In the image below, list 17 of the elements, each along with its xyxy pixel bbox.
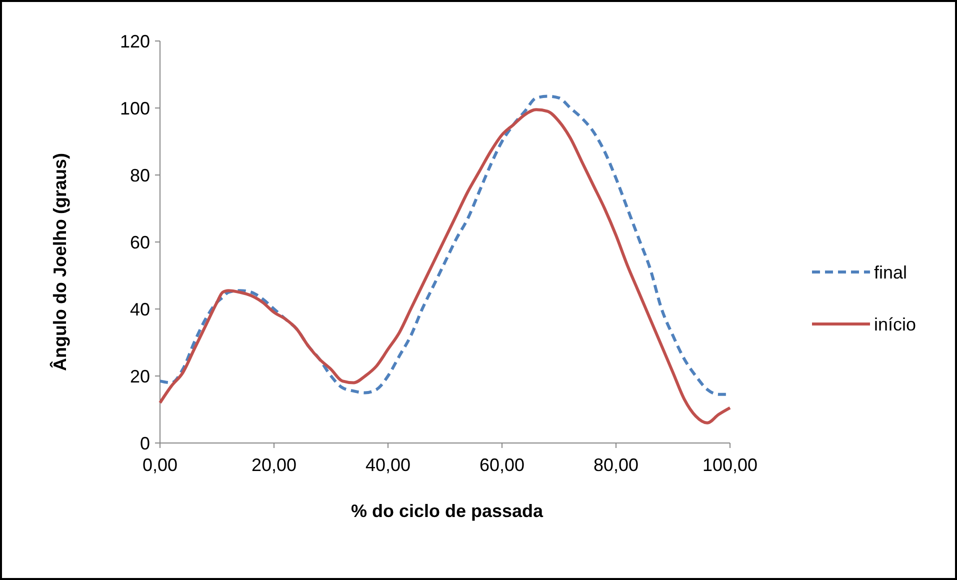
x-tick-label: 80,00 bbox=[593, 455, 639, 475]
y-tick-label: 20 bbox=[130, 366, 150, 386]
legend-label: final bbox=[874, 262, 908, 282]
y-tick-label: 0 bbox=[140, 433, 150, 454]
y-tick-label: 100 bbox=[120, 98, 150, 118]
x-tick-label: 40,00 bbox=[365, 455, 411, 475]
y-tick-label: 40 bbox=[130, 299, 150, 320]
y-tick-label: 120 bbox=[120, 31, 150, 52]
x-tick-label: 20,00 bbox=[251, 455, 297, 475]
x-tick-label: 60,00 bbox=[479, 455, 525, 475]
y-tick-label: 80 bbox=[130, 165, 150, 186]
x-tick-label: 100,00 bbox=[702, 455, 758, 475]
legend-label: início bbox=[874, 314, 916, 334]
y-axis-title: Ângulo do Joelho (graus) bbox=[49, 153, 70, 371]
x-axis-title: % do ciclo de passada bbox=[350, 501, 544, 521]
x-tick-label: 0,00 bbox=[142, 455, 178, 475]
y-tick-label: 60 bbox=[130, 232, 150, 252]
